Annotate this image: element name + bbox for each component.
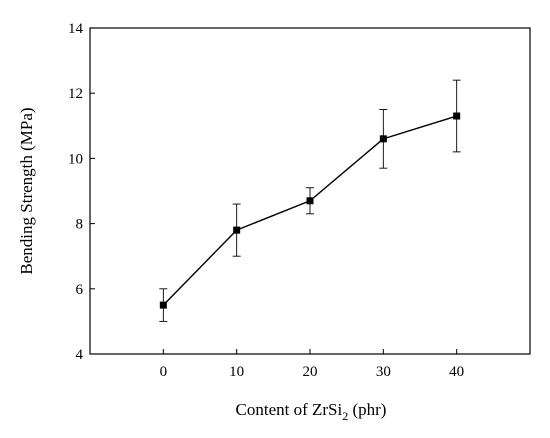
x-tick-label: 20 bbox=[303, 364, 318, 380]
x-axis-ticks: 0 10 20 30 40 bbox=[160, 349, 464, 380]
y-axis-ticks: 4 6 8 10 12 14 bbox=[68, 21, 95, 363]
x-axis-title: Content of ZrSi2 (phr) bbox=[236, 400, 387, 423]
x-tick-label: 0 bbox=[160, 364, 168, 380]
x-tick-label: 40 bbox=[449, 364, 464, 380]
x-axis-title-main: Content of ZrSi bbox=[236, 400, 343, 419]
data-point bbox=[453, 112, 461, 120]
x-axis-title-suffix: (phr) bbox=[348, 400, 386, 419]
y-tick-label: 12 bbox=[68, 86, 83, 102]
data-point bbox=[159, 301, 167, 309]
x-axis-title-subscript: 2 bbox=[342, 409, 348, 423]
y-tick-label: 6 bbox=[76, 282, 84, 298]
data-point bbox=[306, 197, 314, 205]
data-point bbox=[379, 135, 387, 143]
y-tick-label: 4 bbox=[76, 347, 84, 363]
x-tick-label: 30 bbox=[376, 364, 391, 380]
data-point bbox=[233, 226, 241, 234]
series-layer bbox=[159, 79, 461, 322]
y-tick-label: 10 bbox=[68, 151, 83, 167]
y-tick-label: 8 bbox=[76, 217, 84, 233]
y-axis-title: Bending Strength (MPa) bbox=[17, 107, 36, 274]
x-tick-label: 10 bbox=[229, 364, 244, 380]
y-tick-label: 14 bbox=[68, 21, 84, 37]
